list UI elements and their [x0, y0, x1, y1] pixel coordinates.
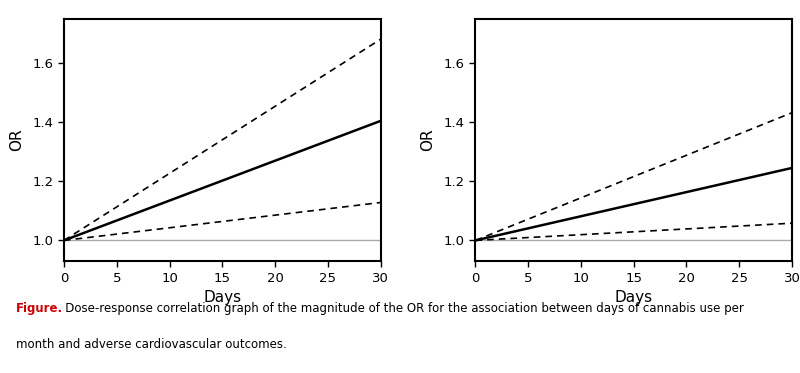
X-axis label: Days: Days: [203, 290, 242, 305]
X-axis label: Days: Days: [614, 290, 653, 305]
Y-axis label: OR: OR: [421, 129, 436, 151]
Y-axis label: OR: OR: [9, 129, 24, 151]
Text: C: C: [23, 0, 35, 2]
Text: Figure.: Figure.: [16, 302, 63, 315]
Text: D: D: [434, 0, 448, 2]
Text: Dose-response correlation graph of the magnitude of the OR for the association b: Dose-response correlation graph of the m…: [54, 302, 744, 315]
Text: month and adverse cardiovascular outcomes.: month and adverse cardiovascular outcome…: [16, 338, 286, 351]
